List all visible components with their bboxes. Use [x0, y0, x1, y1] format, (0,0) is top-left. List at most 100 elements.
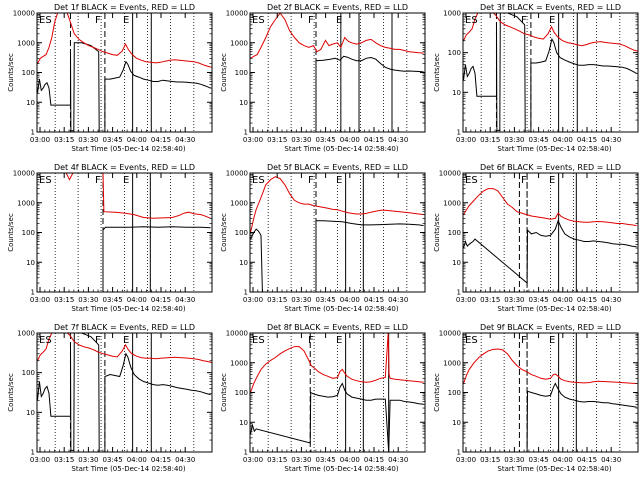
y-tick-label: 10000	[226, 330, 248, 338]
x-tick-label: 04:00	[340, 296, 360, 304]
x-tick-label: 04:30	[601, 296, 621, 304]
y-tick-label: 100	[448, 229, 461, 237]
region-label: F	[95, 15, 101, 26]
vertical-markers	[267, 333, 408, 452]
y-tick-label: 1	[457, 289, 461, 297]
x-tick-label: 04:15	[151, 296, 171, 304]
x-tick-label: 04:00	[127, 456, 147, 464]
y-tick-label: 1000	[443, 199, 461, 207]
x-tick-label: 04:00	[340, 456, 360, 464]
x-tick-label: 03:30	[78, 456, 98, 464]
x-tick-label: 03:30	[78, 296, 98, 304]
plot-frame	[462, 12, 639, 133]
y-tick-label: 10000	[226, 170, 248, 178]
vertical-markers	[480, 333, 621, 452]
region-label: F	[308, 335, 314, 346]
x-tick-label: 03:15	[267, 296, 287, 304]
x-tick-label: 03:15	[480, 136, 500, 144]
x-tick-label: 04:00	[340, 136, 360, 144]
events-series-line	[315, 55, 424, 132]
region-label: E	[123, 15, 129, 26]
y-tick-label: 1000	[17, 39, 35, 47]
region-label: E	[549, 335, 555, 346]
x-tick-label: 04:15	[577, 296, 597, 304]
y-tick-label: 1000	[443, 10, 461, 18]
series-group	[37, 333, 212, 452]
y-tick-label: 1000	[230, 39, 248, 47]
y-tick-label: 1	[31, 129, 35, 137]
y-tick-label: 10	[452, 89, 461, 97]
x-tick-label: 04:00	[127, 136, 147, 144]
y-tick-label: 100	[22, 69, 35, 77]
x-tick-label: 03:00	[243, 296, 263, 304]
region-label: E	[336, 15, 342, 26]
series-group	[250, 13, 424, 132]
y-tick-label: 1	[457, 129, 461, 137]
x-tick-label: 04:00	[127, 296, 147, 304]
x-tick-label: 03:15	[54, 136, 74, 144]
region-label: F	[95, 335, 101, 346]
region-label: ES	[252, 175, 265, 186]
y-tick-label: 10	[239, 99, 248, 107]
y-tick-label: 1000	[230, 199, 248, 207]
region-label: E	[123, 175, 129, 186]
y-axis-label: Counts/sec	[220, 53, 228, 92]
plot-frame	[249, 172, 426, 293]
events-series-line	[463, 219, 637, 285]
x-tick-label: 04:15	[577, 456, 597, 464]
x-tick-label: 04:15	[151, 456, 171, 464]
y-tick-label: 100	[22, 369, 35, 377]
y-tick-label: 100	[235, 389, 248, 397]
x-tick-label: 04:30	[388, 296, 408, 304]
x-tick-label: 04:30	[175, 296, 195, 304]
x-tick-label: 03:45	[529, 296, 549, 304]
y-axis-label: Counts/sec	[220, 213, 228, 252]
x-tick-label: 03:15	[480, 296, 500, 304]
y-tick-label: 1	[244, 289, 248, 297]
y-tick-label: 10	[26, 409, 35, 417]
y-tick-label: 10	[239, 419, 248, 427]
region-label: ES	[39, 335, 52, 346]
x-axis-label: Start Time (05-Dec-14 02:58:40)	[497, 145, 611, 153]
x-axis-label: Start Time (05-Dec-14 02:58:40)	[71, 305, 185, 313]
y-tick-label: 10	[452, 419, 461, 427]
y-tick-label: 10	[26, 99, 35, 107]
x-tick-label: 03:30	[291, 136, 311, 144]
x-tick-label: 03:00	[243, 136, 263, 144]
region-label: ES	[39, 15, 52, 26]
series-group	[250, 333, 424, 452]
region-label: E	[336, 335, 342, 346]
x-tick-label: 04:00	[553, 136, 573, 144]
plot-frame	[36, 172, 213, 293]
y-tick-label: 1	[31, 289, 35, 297]
y-axis-label: Counts/sec	[220, 373, 228, 412]
events-series-line	[250, 220, 424, 292]
lld-series-line	[250, 176, 424, 233]
y-tick-label: 10000	[226, 10, 248, 18]
y-tick-label: 10000	[439, 330, 461, 338]
panel-title: Det 9f BLACK = Events, RED = LLD	[480, 323, 621, 332]
x-tick-label: 03:30	[504, 296, 524, 304]
y-tick-label: 1000	[443, 359, 461, 367]
y-tick-label: 10	[239, 259, 248, 267]
lld-series-line	[250, 333, 424, 393]
region-label: F	[308, 175, 314, 186]
x-tick-label: 03:00	[456, 296, 476, 304]
x-tick-label: 03:15	[267, 136, 287, 144]
y-axis-label: Counts/sec	[7, 213, 15, 252]
x-tick-label: 03:45	[529, 456, 549, 464]
x-tick-label: 04:00	[553, 456, 573, 464]
lld-series-line	[463, 13, 638, 52]
x-axis-label: Start Time (05-Dec-14 02:58:40)	[497, 305, 611, 313]
region-label: ES	[39, 175, 52, 186]
panel-title: Det 4f BLACK = Events, RED = LLD	[54, 163, 195, 172]
x-tick-label: 03:45	[316, 296, 336, 304]
x-axis-label: Start Time (05-Dec-14 02:58:40)	[497, 465, 611, 473]
panel-title: Det 7f BLACK = Events, RED = LLD	[54, 323, 195, 332]
